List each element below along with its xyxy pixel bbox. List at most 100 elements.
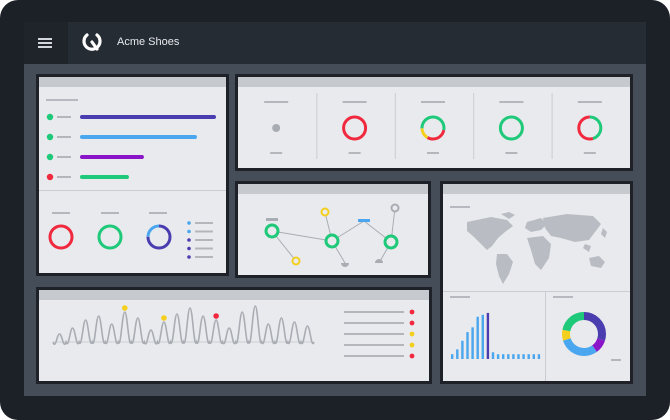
- legend-label-placeholder: [195, 230, 213, 233]
- histogram-bar: [517, 354, 520, 359]
- status-ring: [498, 115, 524, 141]
- donut-segment: [562, 312, 606, 356]
- histogram-bar: [466, 332, 469, 359]
- column-divider: [551, 93, 553, 159]
- node-label-placeholder: [358, 219, 370, 222]
- legend-dot: [187, 229, 191, 234]
- divider: [443, 291, 630, 292]
- highlight-point: [213, 313, 219, 319]
- graph-node[interactable]: [324, 233, 340, 249]
- ring-segment: [146, 224, 172, 250]
- network-graph: [264, 203, 400, 267]
- progress-bar: [80, 135, 197, 139]
- histogram-bar: [532, 354, 535, 359]
- column-divider: [394, 93, 396, 159]
- ring-title-placeholder: [52, 212, 70, 214]
- legend-label-placeholder: [195, 247, 213, 250]
- chart-title-placeholder: [450, 296, 470, 298]
- legend-dot: [187, 238, 191, 242]
- graph-node[interactable]: [291, 256, 301, 266]
- progress-bar: [80, 175, 129, 179]
- ring-caption-placeholder: [583, 152, 596, 154]
- node-label-placeholder: [266, 218, 278, 221]
- graph-node[interactable]: [320, 207, 330, 217]
- highlight-point: [161, 315, 167, 321]
- legend-label-placeholder: [195, 222, 213, 224]
- status-dot: [46, 153, 54, 161]
- histogram-bar: [512, 354, 515, 359]
- graph-node[interactable]: [390, 203, 400, 213]
- legend-dot: [409, 342, 415, 348]
- status-rings-widget: [235, 74, 633, 171]
- histogram-bar: [537, 354, 541, 359]
- ring-segment: [420, 115, 446, 141]
- world-map: [467, 212, 607, 284]
- ring-caption-placeholder: [270, 152, 283, 154]
- graph-node[interactable]: [264, 223, 280, 239]
- histogram-bar: [491, 352, 495, 359]
- ring-caption-placeholder: [505, 152, 518, 154]
- trend-line-chart: [52, 305, 415, 359]
- graph-node[interactable]: [383, 234, 399, 250]
- ring-caption-placeholder: [427, 152, 439, 154]
- dashboard-canvas: [24, 64, 646, 396]
- histogram-bar: [527, 354, 530, 359]
- progress-bar: [80, 155, 144, 159]
- ring-segment: [577, 115, 603, 141]
- histogram-bar: [456, 349, 459, 359]
- top-bar: Acme Shoes: [24, 22, 646, 64]
- histogram-bar: [481, 314, 484, 359]
- legend-label-placeholder: [344, 333, 404, 335]
- ring-title-placeholder: [101, 212, 119, 214]
- histogram-bar: [461, 340, 464, 359]
- ring-title-placeholder: [421, 101, 445, 103]
- widget-header: [443, 184, 630, 194]
- legend-label-placeholder: [195, 239, 213, 241]
- ring-green: [97, 224, 123, 250]
- legend-label-placeholder: [344, 344, 404, 346]
- column-divider: [316, 93, 318, 159]
- legend-label-placeholder: [344, 311, 404, 313]
- acme-logo-icon: [82, 33, 102, 51]
- histogram-bar: [486, 312, 490, 359]
- legend-dot: [409, 320, 415, 326]
- ring-title-placeholder: [499, 101, 524, 103]
- bar-list-widget: [36, 74, 229, 276]
- trend-widget: [36, 287, 432, 384]
- histogram-bar: [507, 354, 510, 359]
- histogram-bar: [522, 354, 525, 359]
- histogram-chart: [451, 312, 541, 359]
- hamburger-menu-icon[interactable]: [24, 22, 68, 64]
- legend-label-placeholder: [344, 322, 404, 324]
- geo-analytics-widget: [440, 181, 633, 384]
- ring-red: [48, 224, 74, 250]
- ring-title-placeholder: [149, 212, 167, 214]
- status-dot: [272, 124, 281, 132]
- histogram-bar: [502, 354, 505, 359]
- legend-dot: [409, 353, 415, 359]
- ring-title-placeholder: [264, 101, 289, 103]
- graph-node: [375, 259, 383, 263]
- chart-title-placeholder: [553, 296, 573, 298]
- label-placeholder: [57, 116, 71, 118]
- graph-node: [341, 263, 349, 267]
- label-placeholder: [57, 136, 71, 138]
- label-placeholder: [57, 156, 71, 158]
- network-graph-widget: [235, 181, 431, 278]
- divider: [545, 292, 546, 381]
- legend-dot: [409, 309, 415, 315]
- status-rings-chart: [264, 93, 603, 159]
- legend-dot: [409, 331, 415, 337]
- donut-caption-placeholder: [611, 359, 621, 361]
- donut-segment: [562, 312, 606, 356]
- legend-label-placeholder: [195, 256, 213, 258]
- histogram-bar: [476, 316, 479, 359]
- column-divider: [473, 93, 475, 159]
- status-dot: [46, 133, 54, 141]
- app-title: Acme Shoes: [117, 36, 180, 48]
- widget-header: [238, 77, 630, 87]
- status-ring: [342, 115, 368, 141]
- trend-line: [52, 305, 315, 345]
- histogram-bar: [471, 327, 474, 359]
